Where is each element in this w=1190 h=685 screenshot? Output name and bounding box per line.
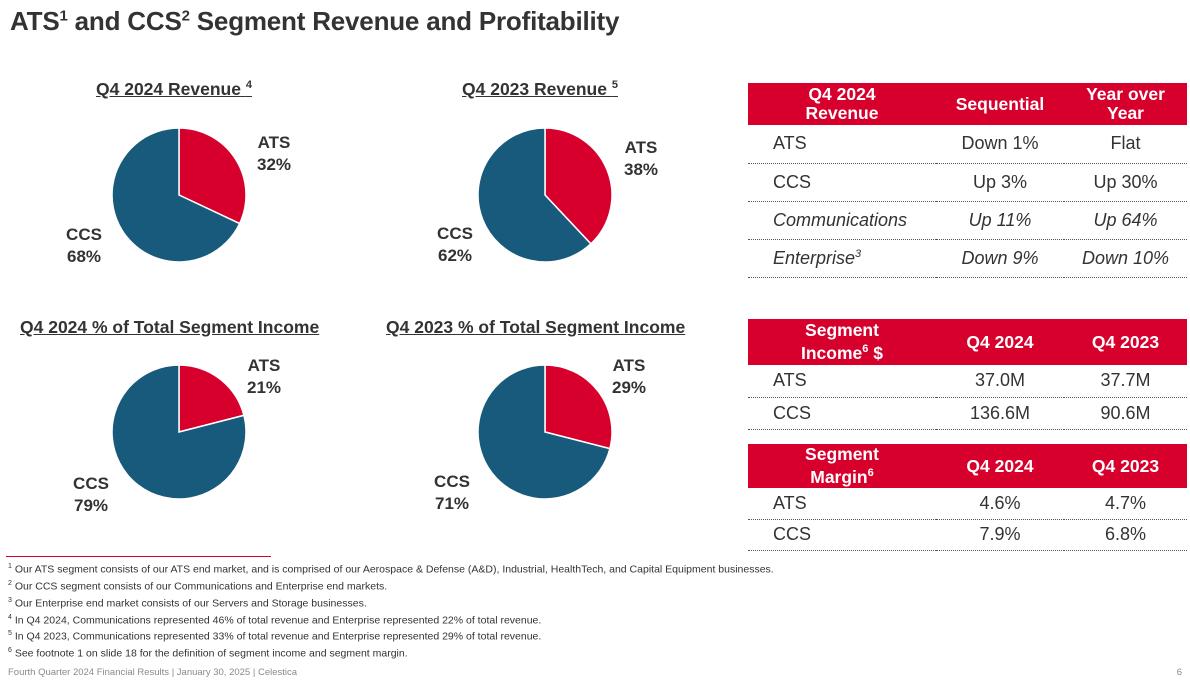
pie-slice-ccs (111, 127, 241, 263)
pie-label-ccs-percent: 68% (67, 247, 101, 266)
footnote-divider (6, 556, 271, 557)
pie-label-ccs-percent: 62% (438, 246, 472, 265)
footnote-2: 2 Our CCS segment consists of our Commun… (8, 580, 388, 593)
margin-table-header-q4-2024: Q4 2024 (936, 444, 1064, 488)
pie-label-ats-name: ATS (613, 356, 646, 375)
margin-table-header-q4-2023: Q4 2023 (1064, 444, 1187, 488)
table-row: ATS Down 1% Flat (748, 125, 1187, 164)
income-table-header-segment: Segment Income6 $ (748, 319, 936, 365)
table-row: CCS Up 3% Up 30% (748, 163, 1187, 202)
pie-label-ccs-name: CCS (434, 472, 470, 491)
pie-label-ccs-percent: 79% (74, 496, 108, 515)
pie-label-ats-percent: 38% (624, 160, 658, 179)
revenue-change-table: Q4 2024 Revenue Sequential Year over Yea… (748, 83, 1187, 278)
footnote-3: 3 Our Enterprise end market consists of … (8, 597, 367, 610)
pie-label-ats-name: ATS (625, 138, 658, 157)
footer-text: Fourth Quarter 2024 Financial Results | … (8, 667, 298, 678)
chart-title-q4-2023-segment-income: Q4 2023 % of Total Segment Income (386, 317, 686, 337)
pie-slice-ats (544, 364, 613, 450)
pie-slice-ats (178, 364, 245, 433)
pie-slice-ccs (477, 364, 611, 500)
table-row: Enterprise3 Down 9% Down 10% (748, 239, 1187, 278)
pie-label-ccs-name: CCS (73, 474, 109, 493)
pie-label-ats-name: ATS (248, 356, 281, 375)
pie-slice-ccs (477, 127, 592, 263)
page-title: ATS1 and CCS2 Segment Revenue and Profit… (10, 6, 620, 36)
revenue-table-header-segment: Q4 2024 Revenue (748, 83, 936, 125)
footnote-1: 1 Our ATS segment consists of our ATS en… (8, 563, 774, 576)
table-row: ATS 4.6% 4.7% (748, 488, 1187, 520)
table-row: CCS 7.9% 6.8% (748, 519, 1187, 551)
chart-title-q4-2023-revenue: Q4 2023 Revenue 5 (462, 79, 618, 99)
pie-label-ats-percent: 32% (257, 155, 291, 174)
pie-label-ccs-name: CCS (437, 224, 473, 243)
margin-table-header-segment: Segment Margin6 (748, 444, 936, 488)
pie-label-ats-name: ATS (258, 133, 291, 152)
income-table-header-q4-2024: Q4 2024 (936, 319, 1064, 365)
page-number: 6 (1176, 667, 1182, 678)
segment-income-table: Segment Income6 $ Q4 2024 Q4 2023 ATS 37.… (748, 319, 1187, 430)
pie-label-ccs-percent: 71% (435, 494, 469, 513)
pie-label-ccs-name: CCS (66, 225, 102, 244)
chart-title-q4-2024-segment-income: Q4 2024 % of Total Segment Income (20, 317, 320, 337)
chart-title-q4-2024-revenue: Q4 2024 Revenue 4 (96, 79, 252, 99)
revenue-table-header-sequential: Sequential (936, 83, 1064, 125)
pie-label-ats-percent: 29% (612, 378, 646, 397)
pie-slice-ats (178, 127, 247, 225)
pie-slice-ats (544, 127, 613, 245)
table-row: Communications Up 11% Up 64% (748, 201, 1187, 240)
footnote-5: 5 In Q4 2023, Communications represented… (8, 630, 542, 643)
pie-label-ats-percent: 21% (247, 378, 281, 397)
pie-slice-ccs (111, 364, 247, 500)
footnote-4: 4 In Q4 2024, Communications represented… (8, 614, 542, 627)
footnote-6: 6 See footnote 1 on slide 18 for the def… (8, 647, 408, 660)
revenue-table-header-yoy: Year over Year (1064, 83, 1187, 125)
table-row: ATS 37.0M 37.7M (748, 365, 1187, 398)
income-table-header-q4-2023: Q4 2023 (1064, 319, 1187, 365)
segment-margin-table: Segment Margin6 Q4 2024 Q4 2023 ATS 4.6% … (748, 444, 1187, 551)
table-row: CCS 136.6M 90.6M (748, 397, 1187, 430)
